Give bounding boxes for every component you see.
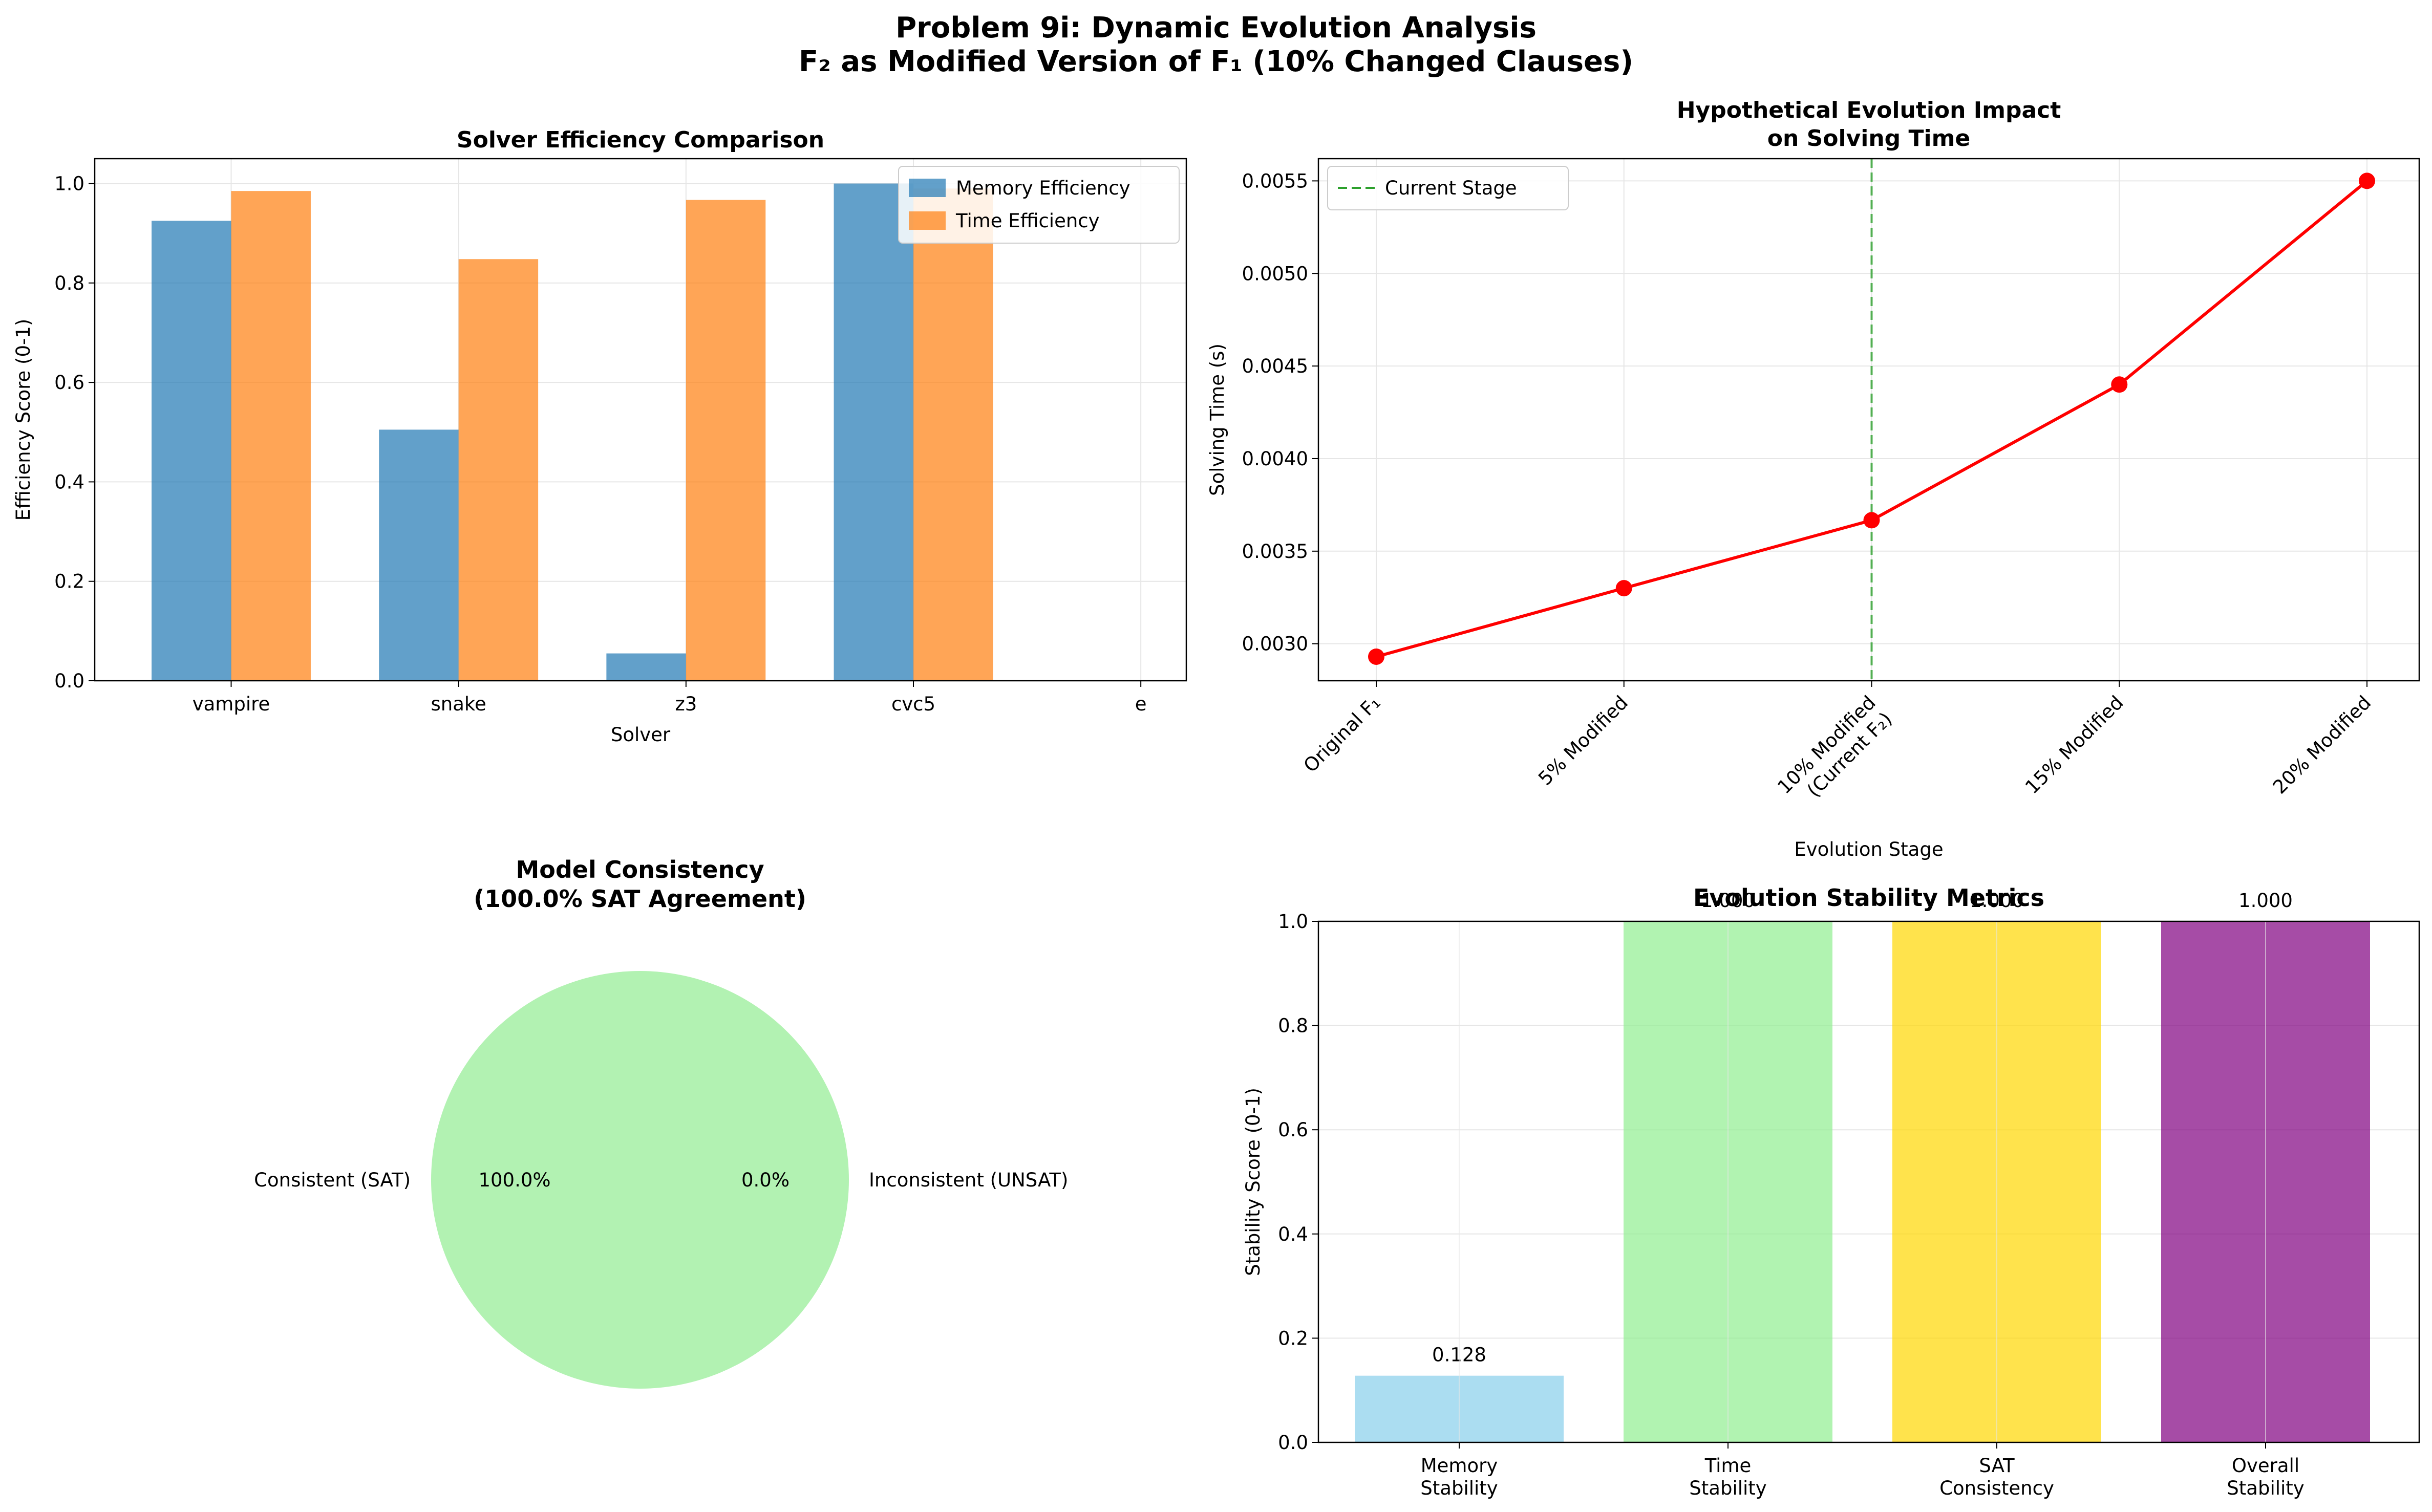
bar-memory-efficiency: [606, 653, 686, 681]
y-axis-label: Stability Score (0-1): [1242, 1088, 1264, 1276]
bar-memory-efficiency: [379, 429, 459, 681]
panel-title-line2: (100.0% SAT Agreement): [474, 885, 806, 913]
plot-frame: [94, 158, 1187, 682]
x-tick-label: Time: [1704, 1455, 1752, 1477]
data-point: [1368, 648, 1384, 665]
x-tick-label: Overall: [2232, 1455, 2299, 1477]
x-tick-label: 15% Modified: [2021, 692, 2128, 798]
y-tick-label: 0.0050: [1242, 263, 1308, 285]
y-tick-label: 0.0040: [1242, 448, 1308, 470]
y-tick-label: 0.2: [54, 571, 84, 593]
legend-label: Memory Efficiency: [956, 177, 1130, 199]
panel-title-line1: Hypothetical Evolution Impact: [1677, 97, 2061, 123]
y-tick-label: 0.0055: [1242, 170, 1308, 192]
figure-title-line1: Problem 9i: Dynamic Evolution Analysis: [895, 11, 1537, 45]
x-tick-label-line2: Stability: [2227, 1477, 2304, 1499]
bar-time-efficiency: [913, 188, 993, 681]
x-tick-label: cvc5: [891, 693, 935, 715]
x-tick-label: SAT: [1979, 1455, 2015, 1477]
bar-value-label: 1.000: [1701, 890, 1755, 912]
y-tick-label: 0.8: [1278, 1015, 1308, 1037]
legend-swatch: [909, 211, 946, 230]
bar-memory-efficiency: [152, 221, 231, 681]
bar-time-efficiency: [686, 200, 766, 681]
x-axis-label: Solver: [611, 724, 671, 746]
x-axis-label: Evolution Stage: [1794, 838, 1943, 860]
y-tick-label: 0.0035: [1242, 541, 1308, 563]
x-tick-label: z3: [675, 693, 697, 715]
y-tick-label: 0.0030: [1242, 633, 1308, 655]
pie-label: Inconsistent (UNSAT): [869, 1169, 1068, 1191]
data-point: [2359, 172, 2375, 189]
x-tick-label: Memory: [1421, 1455, 1498, 1477]
y-tick-label: 0.0: [54, 670, 84, 692]
x-tick-label: vampire: [193, 693, 270, 715]
model-consistency-panel: Model Consistency(100.0% SAT Agreement) C…: [254, 856, 1068, 1389]
panel-title: Solver Efficiency Comparison: [457, 127, 824, 153]
bar-memory-efficiency: [834, 183, 913, 681]
data-point: [1615, 580, 1632, 597]
y-tick-label: 0.0: [1278, 1432, 1308, 1454]
legend-label: Time Efficiency: [955, 210, 1100, 232]
y-axis-label: Efficiency Score (0-1): [12, 319, 34, 521]
data-point: [2111, 376, 2128, 393]
figure-title-line2: F₂ as Modified Version of F₁ (10% Change…: [799, 45, 1633, 78]
bar-time-efficiency: [458, 259, 539, 681]
x-tick-label: 20% Modified: [2269, 692, 2376, 798]
y-tick-label: 0.4: [54, 471, 84, 493]
y-tick-label: 0.4: [1278, 1223, 1308, 1245]
solver-efficiency-panel: 0.0 0.2 0.4 0.6 0.8 1.0 vampire snake z3 cvc5 e Sol…: [12, 127, 1187, 746]
x-tick-label-line2: Stability: [1689, 1477, 1766, 1499]
x-tick-label: snake: [431, 693, 486, 715]
x-tick-label-line2: Stability: [1420, 1477, 1498, 1499]
pie-percent: 100.0%: [478, 1169, 550, 1191]
y-tick-label: 0.6: [54, 372, 84, 394]
evolution-impact-panel: 0.0030 0.0035 0.0040 0.0045 0.0050 0.0055 Orig…: [1206, 97, 2420, 860]
plot-frame: [1317, 920, 2420, 1443]
panel-title: Evolution Stability Metrics: [1693, 884, 2044, 912]
pie-label: Consistent (SAT): [254, 1169, 411, 1191]
y-tick-label: 0.6: [1278, 1119, 1308, 1141]
pie-percent: 0.0%: [741, 1169, 790, 1191]
data-point: [1863, 512, 1880, 529]
plot-frame: [1317, 158, 2420, 682]
y-tick-label: 1.0: [1278, 911, 1308, 933]
y-tick-label: 0.2: [1278, 1327, 1308, 1349]
panel-title-line2: on Solving Time: [1767, 125, 1971, 152]
y-axis-label: Solving Time (s): [1206, 343, 1228, 496]
x-tick-label: 5% Modified: [1534, 692, 1632, 790]
bar-time-efficiency: [231, 191, 311, 681]
legend-box: [898, 166, 1180, 244]
legend-swatch: [909, 179, 946, 197]
legend-box: [1327, 166, 1569, 210]
legend-label: Current Stage: [1385, 177, 1517, 199]
y-tick-label: 1.0: [54, 173, 84, 195]
x-tick-label: Original F₁: [1299, 692, 1385, 777]
bar-value-label: 1.000: [1970, 890, 2024, 912]
stability-metrics-panel: 0.00.20.40.60.81.00.128MemoryStability1.…: [1242, 884, 2420, 1499]
y-tick-label: 0.0045: [1242, 355, 1308, 377]
panel-title-line1: Model Consistency: [516, 856, 764, 883]
pie-slice: [431, 971, 849, 1389]
x-tick-label: e: [1135, 693, 1147, 715]
y-tick-label: 0.8: [54, 272, 84, 294]
bar-value-label: 1.000: [2238, 890, 2293, 912]
x-tick-label-line2: Consistency: [1939, 1477, 2054, 1499]
